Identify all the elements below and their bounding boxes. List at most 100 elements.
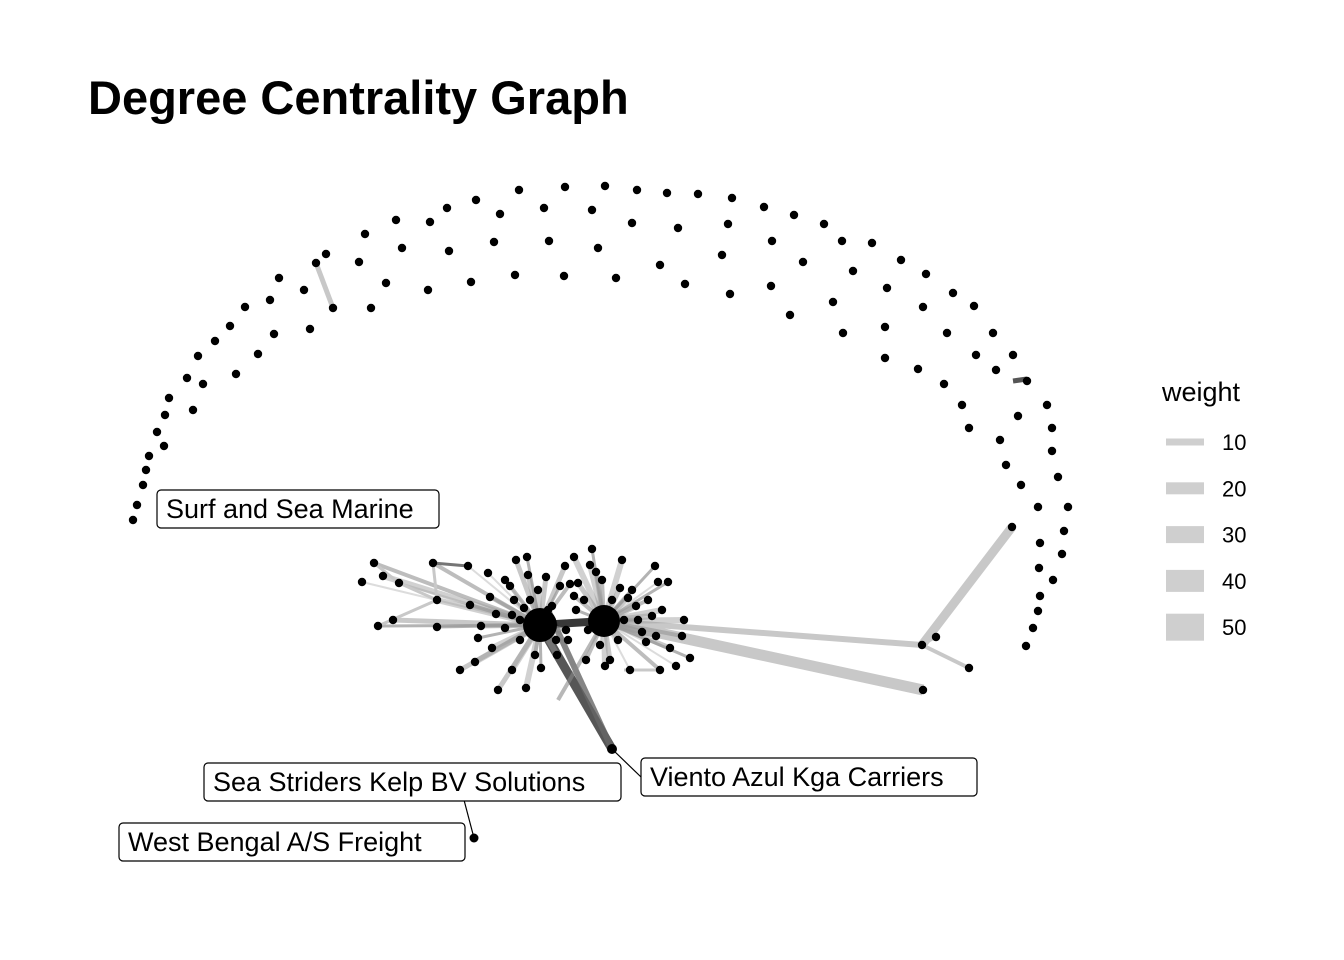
- node: [918, 302, 928, 312]
- hub-node: [523, 608, 557, 642]
- legend: weight 10 20 30 40 50: [1161, 377, 1246, 641]
- legend-label: 10: [1222, 430, 1246, 455]
- node: [378, 571, 388, 581]
- node: [641, 637, 651, 647]
- edge: [398, 581, 438, 602]
- edge: [432, 561, 469, 568]
- node: [1053, 472, 1063, 482]
- node: [569, 552, 579, 562]
- node: [1033, 502, 1043, 512]
- node: [971, 350, 981, 360]
- node: [432, 622, 442, 632]
- label-box: [203, 762, 622, 802]
- node: [593, 243, 603, 253]
- node: [391, 215, 401, 225]
- node: [693, 189, 703, 199]
- edge: [603, 618, 923, 648]
- hub-node: [588, 605, 620, 637]
- node: [1008, 350, 1018, 360]
- node: [587, 544, 597, 554]
- legend-item: 20: [1166, 476, 1246, 501]
- node: [552, 650, 562, 660]
- node: [493, 685, 503, 695]
- legend-item: 40: [1166, 569, 1246, 594]
- node: [193, 351, 203, 361]
- node: [725, 289, 735, 299]
- node: [727, 193, 737, 203]
- node: [423, 285, 433, 295]
- node: [465, 600, 475, 610]
- node: [880, 322, 890, 332]
- node: [354, 257, 364, 267]
- node: [585, 560, 595, 570]
- node: [559, 271, 569, 281]
- node: [600, 661, 610, 671]
- node: [717, 250, 727, 260]
- node: [519, 603, 529, 613]
- node: [1035, 591, 1045, 601]
- node: [942, 328, 952, 338]
- node: [521, 683, 531, 693]
- node: [838, 328, 848, 338]
- node: [483, 568, 493, 578]
- node: [597, 575, 607, 585]
- node: [939, 379, 949, 389]
- node: [225, 321, 235, 331]
- label-box: [640, 757, 978, 797]
- node: [613, 635, 623, 645]
- node: [573, 578, 583, 588]
- node: [132, 500, 142, 510]
- node: [759, 202, 769, 212]
- edge: [431, 562, 439, 601]
- node: [1033, 606, 1043, 616]
- label-leader-line: [463, 799, 475, 839]
- node: [581, 655, 591, 665]
- node: [489, 237, 499, 247]
- node-layer: [128, 181, 1073, 843]
- node: [253, 349, 263, 359]
- label-text: Surf and Sea Marine: [166, 494, 414, 524]
- legend-key: [1166, 569, 1204, 592]
- node: [164, 393, 174, 403]
- node: [128, 515, 138, 525]
- node: [536, 663, 546, 673]
- node: [500, 575, 510, 585]
- node: [723, 219, 733, 229]
- edge: [313, 262, 336, 309]
- node: [561, 625, 571, 635]
- node: [1048, 575, 1058, 585]
- node: [837, 236, 847, 246]
- node: [880, 353, 890, 363]
- node: [299, 285, 309, 295]
- legend-label: 40: [1222, 569, 1246, 594]
- node: [188, 405, 198, 415]
- legend-item: 50: [1166, 613, 1246, 641]
- label-surf-and-sea-marine: Surf and Sea Marine: [156, 489, 440, 529]
- node: [231, 369, 241, 379]
- node: [617, 555, 627, 565]
- node: [655, 260, 665, 270]
- node: [495, 209, 505, 219]
- node: [1021, 641, 1031, 651]
- node: [470, 657, 480, 667]
- node: [1063, 502, 1073, 512]
- node: [662, 188, 672, 198]
- legend-title: weight: [1161, 377, 1241, 407]
- node: [369, 558, 379, 568]
- node: [533, 585, 543, 595]
- node: [671, 661, 681, 671]
- node: [388, 615, 398, 625]
- legend-key: [1166, 613, 1204, 641]
- node: [631, 601, 641, 611]
- node: [611, 273, 621, 283]
- node: [1047, 423, 1057, 433]
- node: [510, 270, 520, 280]
- node: [627, 585, 637, 595]
- node: [991, 365, 1001, 375]
- node: [1057, 549, 1067, 559]
- node: [673, 223, 683, 233]
- node: [321, 249, 331, 259]
- node: [964, 663, 974, 673]
- node: [1035, 538, 1045, 548]
